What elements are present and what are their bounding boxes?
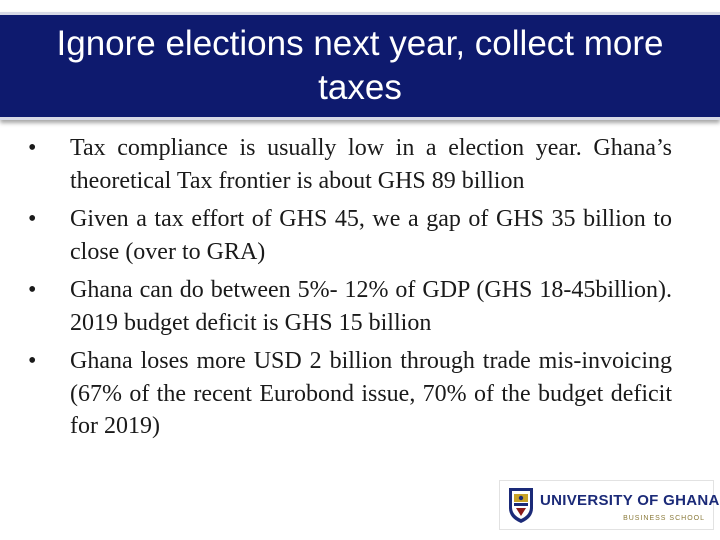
logo-name: UNIVERSITY OF GHANA (540, 492, 720, 509)
bullet-marker: • (28, 348, 37, 374)
bullet-item: • Ghana can do between 5%- 12% of GDP (G… (28, 274, 672, 339)
bullet-text: Given a tax effort of GHS 45, we a gap o… (70, 206, 672, 265)
logo-subtitle: BUSINESS SCHOOL (623, 515, 705, 522)
bullet-text: Ghana loses more USD 2 billion through t… (70, 348, 672, 439)
bullet-marker: • (28, 135, 37, 161)
title-bar: Ignore elections next year, collect more… (0, 12, 720, 120)
bullet-item: • Tax compliance is usually low in a ele… (28, 132, 672, 197)
university-logo: UNIVERSITY OF GHANA BUSINESS SCHOOL (499, 480, 720, 530)
bullet-text: Ghana can do between 5%- 12% of GDP (GHS… (70, 277, 672, 336)
bullet-item: • Given a tax effort of GHS 45, we a gap… (28, 203, 672, 268)
bullet-list: • Tax compliance is usually low in a ele… (28, 132, 672, 449)
bullet-marker: • (28, 206, 37, 232)
bullet-text: Tax compliance is usually low in a elect… (70, 135, 672, 194)
slide-title: Ignore elections next year, collect more… (56, 24, 664, 107)
crest-icon (509, 488, 533, 523)
bullet-item: • Ghana loses more USD 2 billion through… (28, 345, 672, 443)
bullet-marker: • (28, 277, 37, 303)
